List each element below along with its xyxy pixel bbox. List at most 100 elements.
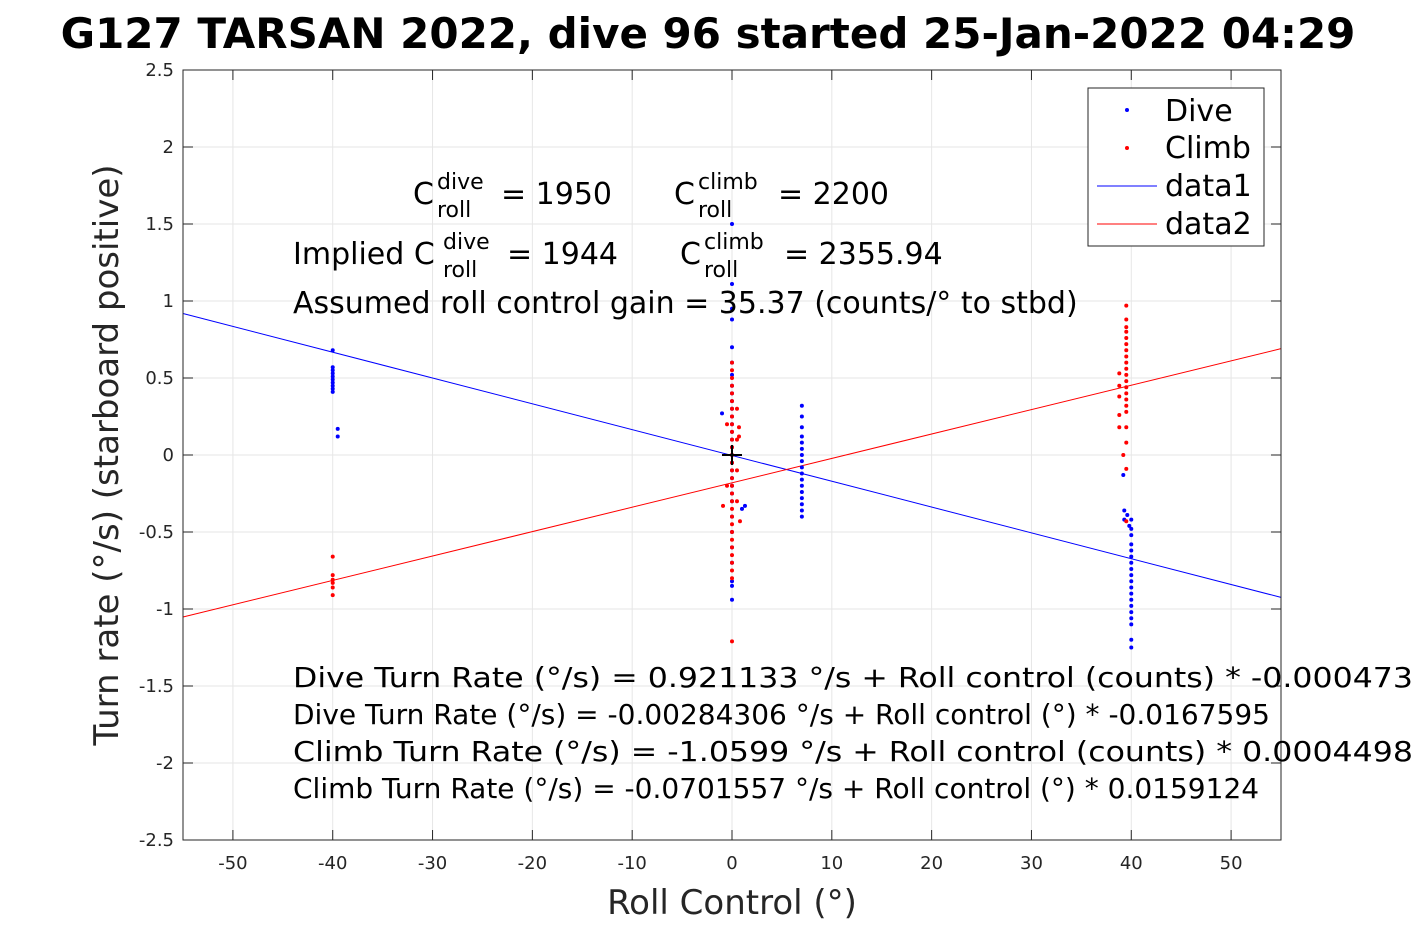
climb-point — [1117, 394, 1122, 399]
gain-annotation: Assumed roll control gain = 35.37 (count… — [293, 286, 1078, 321]
dive-point — [730, 372, 734, 377]
chart-title: G127 TARSAN 2022, dive 96 started 25-Jan… — [61, 9, 1356, 58]
dive-point — [335, 426, 340, 431]
dive-point — [730, 317, 734, 322]
climb-point — [1124, 425, 1129, 430]
implied-climb-letter: C — [680, 237, 701, 272]
dive-point — [1122, 508, 1127, 513]
implied-climb-value: = 2355.94 — [784, 237, 943, 272]
fit-line-data2 — [182, 348, 1282, 618]
dive-point — [1129, 566, 1134, 571]
climb-point — [730, 429, 734, 434]
dive-point — [1129, 548, 1134, 553]
climb-point — [1124, 403, 1129, 408]
climb-point — [730, 499, 734, 504]
y-tick-label: 0.5 — [145, 368, 174, 389]
climb-point — [730, 545, 734, 550]
climb-point — [736, 434, 741, 439]
dive-point — [1129, 526, 1134, 531]
y-tick-label: -1.5 — [139, 676, 174, 697]
legend-dive-marker — [1125, 108, 1129, 112]
dive-point — [1129, 573, 1134, 578]
climb-point — [1121, 453, 1126, 457]
y-tick-label: 1 — [163, 291, 174, 312]
climb-point — [1124, 303, 1129, 308]
dive-point — [730, 306, 734, 311]
climb-point — [730, 368, 734, 373]
dive-point — [330, 377, 335, 382]
dive-point — [799, 403, 804, 408]
dive-point — [799, 514, 804, 519]
climb-point — [330, 573, 335, 578]
dive-point — [1129, 585, 1134, 590]
legend-climb-label: Climb — [1165, 131, 1251, 166]
implied-dive-sup: dive — [443, 230, 490, 255]
climb-point — [1124, 325, 1129, 330]
dive-point — [799, 502, 804, 507]
dive-point — [1127, 523, 1132, 528]
dive-point — [1129, 622, 1134, 627]
dive-point — [799, 434, 804, 439]
dive-point — [799, 496, 804, 501]
dive-point — [742, 503, 747, 508]
c-dive-sub: roll — [437, 198, 471, 223]
equation-dive-counts: Dive Turn Rate (°/s) = 0.921133 °/s + Ro… — [293, 661, 1413, 694]
climb-point — [1124, 466, 1129, 471]
implied-dive-sub: roll — [443, 258, 477, 283]
dive-point — [799, 465, 804, 470]
dive-point — [730, 282, 734, 287]
climb-point — [1124, 354, 1129, 359]
climb-point — [730, 476, 734, 481]
climb-point — [1124, 360, 1129, 365]
x-axis-label: Roll Control (°) — [607, 883, 857, 923]
coefficient-annotations: C dive roll = 1950 C climb roll = 2200 I… — [293, 170, 1078, 321]
dive-point — [799, 425, 804, 430]
dive-point — [330, 365, 335, 370]
legend-dive-label: Dive — [1165, 94, 1233, 129]
dive-point — [330, 383, 335, 388]
climb-point — [330, 577, 335, 582]
x-tick-label: -20 — [518, 853, 547, 874]
c-climb-value: = 2200 — [778, 177, 889, 212]
dive-point — [1129, 645, 1134, 650]
dive-point — [1129, 597, 1134, 602]
climb-point — [1124, 348, 1129, 353]
climb-point — [1117, 425, 1122, 430]
dive-point — [1129, 591, 1134, 596]
climb-point — [1124, 372, 1129, 377]
dive-point — [330, 368, 335, 373]
dive-point — [730, 597, 734, 602]
climb-point — [730, 360, 734, 365]
climb-point — [730, 483, 734, 488]
climb-point — [1124, 379, 1129, 384]
dive-point — [730, 345, 734, 350]
climb-point — [1124, 440, 1129, 445]
climb-point — [730, 537, 734, 542]
legend-data2-label: data2 — [1165, 207, 1252, 242]
dive-point — [1129, 579, 1134, 584]
x-tick-label: -30 — [418, 853, 447, 874]
dive-point — [1129, 554, 1134, 559]
dive-point — [799, 414, 804, 419]
c-climb-sup: climb — [698, 170, 758, 195]
dive-point — [799, 459, 804, 464]
x-tick-label: 50 — [1220, 853, 1243, 874]
climb-point — [730, 414, 734, 419]
dive-point — [1129, 542, 1134, 547]
climb-point — [730, 553, 734, 558]
climb-point — [730, 639, 734, 644]
dive-point — [730, 579, 734, 584]
climb-point — [1124, 391, 1129, 396]
x-tick-label: -50 — [218, 853, 247, 874]
dive-point — [730, 583, 734, 588]
climb-point — [1124, 342, 1129, 347]
climb-point — [730, 530, 734, 534]
climb-point — [730, 376, 734, 380]
climb-point — [1124, 366, 1129, 371]
dive-point — [330, 380, 335, 385]
dive-point — [330, 374, 335, 379]
climb-point — [734, 468, 739, 473]
dive-point — [330, 348, 335, 353]
dive-point — [1129, 560, 1134, 565]
